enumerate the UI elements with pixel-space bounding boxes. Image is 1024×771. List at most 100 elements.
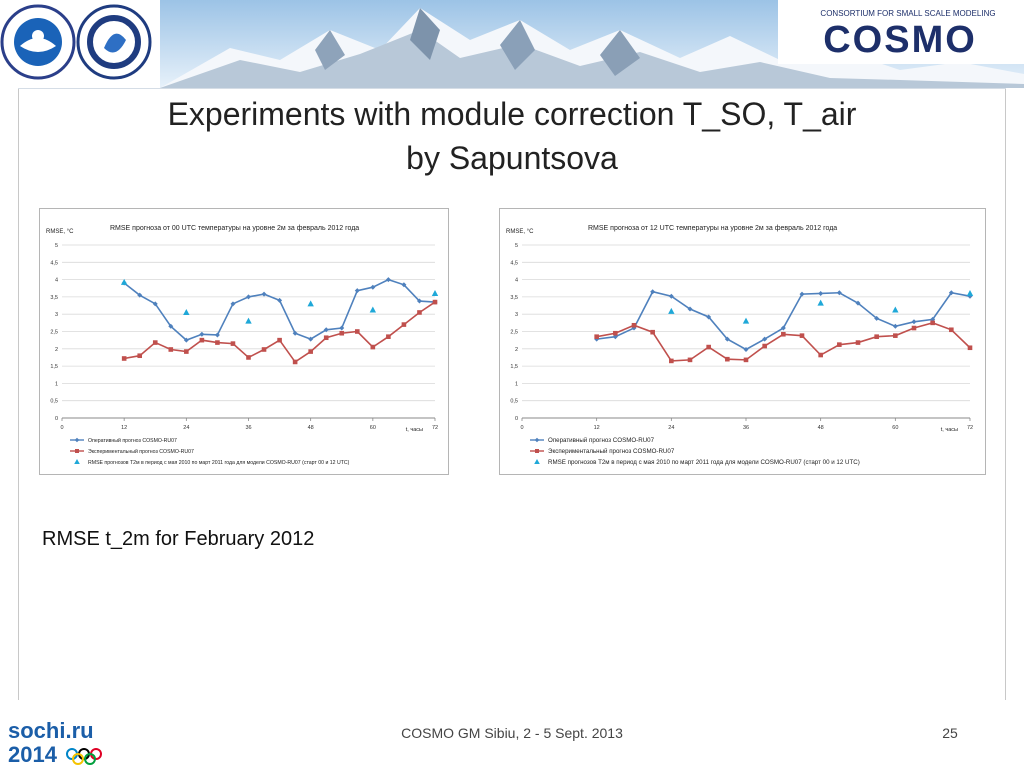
- x-tick-label: 24: [668, 425, 674, 431]
- data-point-operational: [137, 292, 143, 298]
- data-point-operational: [911, 319, 917, 325]
- sochi-logo-text: sochi.ru: [8, 718, 94, 743]
- chart-00utc: RMSE, °C RMSE прогноза от 00 UTC температ…: [39, 208, 449, 475]
- frame-top-line: [18, 88, 1006, 89]
- data-point-operational: [687, 306, 693, 312]
- legend-marker: [534, 437, 540, 443]
- y-tick-label: 2,5: [50, 330, 58, 336]
- data-point-experimental: [893, 333, 898, 338]
- y-tick-label: 1,5: [510, 364, 518, 370]
- page-number: 25: [942, 725, 958, 741]
- data-point-operational: [416, 298, 422, 304]
- y-tick-label: 1: [515, 381, 518, 387]
- cosmo-tagline: CONSORTIUM FOR SMALL SCALE MODELING: [820, 9, 995, 18]
- legend-marker: [75, 449, 79, 453]
- data-point-experimental: [799, 333, 805, 338]
- frame-right-line: [1005, 88, 1006, 700]
- y-tick-label: 4,5: [50, 260, 58, 266]
- y-tick-label: 0,5: [50, 399, 58, 405]
- data-point-experimental: [168, 347, 174, 352]
- data-point-operational: [855, 300, 861, 306]
- data-point-experimental: [967, 345, 973, 351]
- data-point-experimental: [308, 349, 313, 354]
- partner-logos: [0, 0, 160, 88]
- y-tick-label: 3,5: [510, 295, 518, 301]
- legend-entry: RMSE прогнозов Т2м в период с мая 2010 п…: [548, 459, 860, 466]
- data-point-reference: [307, 300, 314, 307]
- y-tick-label: 0: [55, 416, 58, 422]
- data-point-experimental: [613, 330, 618, 336]
- legend-marker: [74, 437, 80, 443]
- data-point-operational: [762, 336, 768, 342]
- data-point-reference: [742, 317, 750, 324]
- data-point-experimental: [261, 347, 267, 352]
- data-point-experimental: [725, 356, 730, 362]
- data-point-experimental: [339, 330, 345, 336]
- data-point-reference: [892, 306, 899, 313]
- y-tick-label: 0,5: [510, 399, 518, 405]
- data-point-experimental: [911, 325, 917, 331]
- legend-entry: RMSE прогнозов Т2м в период с мая 2010 п…: [88, 460, 350, 466]
- data-point-operational: [308, 336, 314, 342]
- x-tick-label: 0: [520, 425, 523, 431]
- data-point-experimental: [292, 359, 298, 365]
- data-point-experimental: [650, 329, 655, 335]
- data-point-operational: [199, 331, 205, 337]
- data-point-experimental: [781, 331, 786, 337]
- x-tick-label: 12: [594, 425, 600, 431]
- legend-entry: Оперативный прогноз COSMO-RU07: [88, 437, 177, 444]
- data-point-reference: [369, 306, 377, 313]
- data-point-operational: [385, 277, 391, 283]
- data-point-experimental: [837, 342, 842, 347]
- data-point-operational: [818, 290, 824, 296]
- data-point-experimental: [215, 340, 220, 345]
- data-point-reference: [183, 308, 190, 315]
- data-point-operational: [724, 336, 730, 342]
- data-point-operational: [152, 301, 158, 307]
- data-point-operational: [261, 291, 267, 297]
- cosmo-logo: CONSORTIUM FOR SMALL SCALE MODELING COSM…: [778, 0, 1024, 64]
- data-point-operational: [799, 291, 805, 297]
- data-point-experimental: [152, 340, 158, 345]
- series-line: [124, 301, 436, 364]
- data-point-operational: [339, 325, 345, 331]
- x-axis-label: t, часы: [406, 427, 423, 433]
- data-point-operational: [277, 297, 283, 303]
- roshydromet-logo: [0, 4, 76, 80]
- data-point-experimental: [631, 322, 637, 328]
- x-tick-label: 60: [370, 425, 376, 431]
- data-point-operational: [836, 290, 842, 296]
- x-tick-label: 24: [183, 425, 189, 431]
- hydromet-centre-logo: [76, 4, 152, 80]
- x-tick-label: 48: [308, 425, 314, 431]
- y-tick-label: 5: [55, 243, 58, 249]
- legend-entry: Экспериментальный прогноз COSMO-RU07: [88, 448, 194, 455]
- y-tick-label: 2,5: [510, 330, 518, 336]
- data-point-experimental: [855, 340, 861, 345]
- data-point-experimental: [184, 349, 189, 354]
- y-tick-label: 3,5: [50, 295, 58, 301]
- y-tick-label: 4,5: [510, 260, 518, 266]
- data-point-operational: [370, 284, 376, 290]
- data-point-experimental: [386, 334, 391, 339]
- data-point-experimental: [199, 337, 205, 343]
- data-point-experimental: [594, 334, 599, 339]
- data-point-experimental: [743, 357, 749, 363]
- y-axis-label: RMSE, °C: [506, 229, 534, 235]
- data-point-operational: [892, 323, 898, 329]
- data-point-reference: [966, 289, 974, 296]
- chart-12utc: RMSE, °C RMSE прогноза от 12 UTC температ…: [499, 208, 986, 475]
- y-tick-label: 2: [55, 347, 58, 353]
- data-point-operational: [706, 314, 712, 320]
- sochi-logo-year: 2014: [8, 742, 58, 766]
- data-point-experimental: [949, 327, 954, 333]
- y-tick-label: 1: [55, 381, 58, 387]
- chart-title: RMSE прогноза от 12 UTC температуры на у…: [588, 225, 837, 232]
- y-tick-label: 2: [515, 347, 518, 353]
- data-point-operational: [401, 282, 407, 288]
- data-point-operational: [354, 288, 360, 294]
- y-tick-label: 5: [515, 243, 518, 249]
- slide-subtitle: RMSE t_2m for February 2012: [42, 528, 315, 550]
- olympic-rings-icon: [66, 748, 102, 765]
- data-point-operational: [743, 346, 749, 352]
